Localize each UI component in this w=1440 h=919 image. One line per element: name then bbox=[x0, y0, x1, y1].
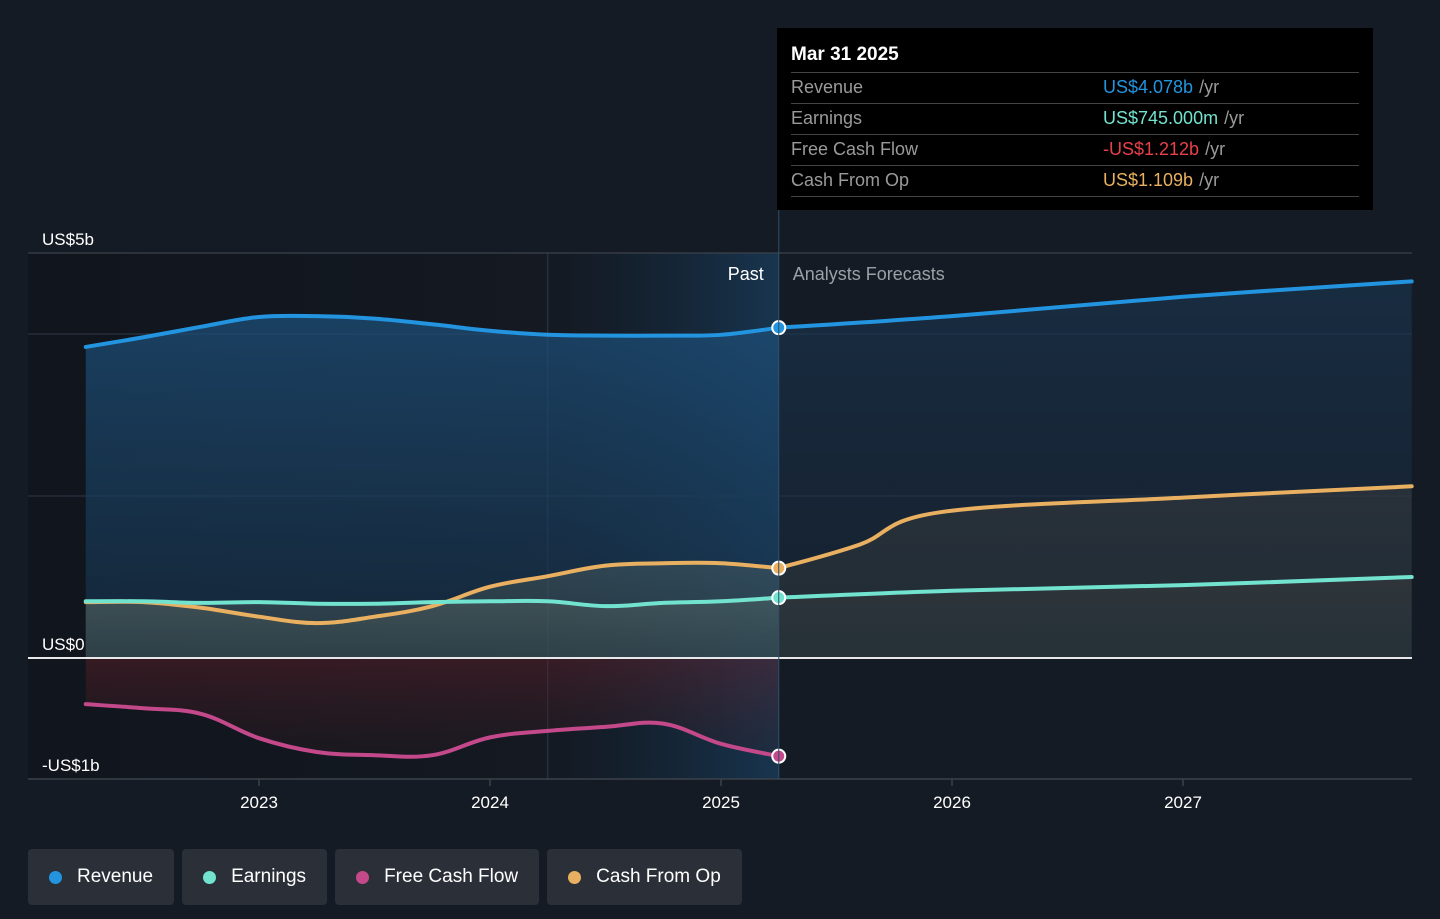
tooltip-unit: /yr bbox=[1199, 170, 1220, 190]
free-cash-flow-past-area bbox=[85, 658, 779, 757]
earnings-past-area bbox=[85, 597, 779, 658]
tooltip-value: US$1.109b bbox=[1103, 170, 1194, 190]
tooltip-value: US$745.000m bbox=[1103, 108, 1219, 128]
earnings-forecast-area bbox=[778, 577, 1412, 658]
tooltip: Mar 31 2025 Revenue US$4.078b /yr Earnin… bbox=[777, 28, 1373, 210]
axis-layer: US$5b US$0 -US$1b 2023 2024 2025 2026 2027 bbox=[28, 210, 1412, 812]
legend-item-earnings[interactable]: Earnings bbox=[182, 849, 328, 905]
tooltip-unit: /yr bbox=[1199, 77, 1220, 97]
earnings-past-line bbox=[83, 595, 781, 609]
tooltip-label: Free Cash Flow bbox=[791, 139, 919, 159]
legend-item-revenue[interactable]: Revenue bbox=[28, 849, 175, 905]
tooltip-row-earnings: Earnings US$745.000m /yr bbox=[791, 104, 1359, 135]
revenue-past-line bbox=[83, 313, 781, 349]
tooltip-value: US$4.078b bbox=[1103, 77, 1194, 97]
legend-label: Revenue bbox=[77, 866, 154, 887]
x-tick-label: 2026 bbox=[933, 793, 971, 812]
x-tick-label: 2023 bbox=[240, 793, 278, 812]
y-tick-label: US$0 bbox=[42, 635, 85, 654]
tooltip-unit: /yr bbox=[1224, 108, 1245, 128]
legend-dot-icon bbox=[49, 870, 62, 884]
revenue-forecast-line bbox=[776, 279, 1414, 330]
tooltip-value: -US$1.212b bbox=[1103, 139, 1200, 159]
legend-item-cash-from-op[interactable]: Cash From Op bbox=[547, 849, 742, 905]
free-cash-flow-past-line bbox=[83, 702, 781, 759]
legend-dot-icon bbox=[203, 870, 217, 884]
legend-label: Free Cash Flow bbox=[384, 866, 519, 887]
x-tick-label: 2025 bbox=[702, 793, 740, 812]
past-region-label: Past bbox=[728, 264, 764, 284]
legend: Revenue Earnings Free Cash Flow Cash Fro… bbox=[28, 849, 742, 905]
tooltip-label: Revenue bbox=[791, 77, 864, 97]
tooltip-row-revenue: Revenue US$4.078b /yr bbox=[791, 73, 1359, 104]
legend-label: Cash From Op bbox=[596, 866, 721, 887]
legend-item-free-cash-flow[interactable]: Free Cash Flow bbox=[335, 849, 540, 905]
forecast-region-label: Analysts Forecasts bbox=[793, 264, 945, 284]
line-layer bbox=[83, 279, 1414, 759]
x-tick-label: 2027 bbox=[1164, 793, 1202, 812]
legend-dot-icon bbox=[356, 870, 370, 884]
tooltip-label: Cash From Op bbox=[791, 170, 910, 190]
legend-dot-icon bbox=[568, 870, 582, 884]
tooltip-unit: /yr bbox=[1205, 139, 1226, 159]
area-layer bbox=[85, 281, 1412, 757]
earnings-forecast-line bbox=[776, 575, 1414, 600]
x-tick-label: 2024 bbox=[471, 793, 509, 812]
cash-from-op-past-line bbox=[83, 560, 781, 626]
y-tick-label: US$5b bbox=[42, 230, 94, 249]
tooltip-row-free-cash-flow: Free Cash Flow -US$1.212b /yr bbox=[791, 135, 1359, 166]
tooltip-label: Earnings bbox=[791, 108, 863, 128]
tooltip-date: Mar 31 2025 bbox=[791, 42, 1359, 73]
y-tick-label: -US$1b bbox=[42, 756, 100, 775]
legend-label: Earnings bbox=[231, 866, 307, 887]
cash-from-op-forecast-line bbox=[776, 484, 1414, 571]
tooltip-row-cash-from-op: Cash From Op US$1.109b /yr bbox=[791, 166, 1359, 197]
